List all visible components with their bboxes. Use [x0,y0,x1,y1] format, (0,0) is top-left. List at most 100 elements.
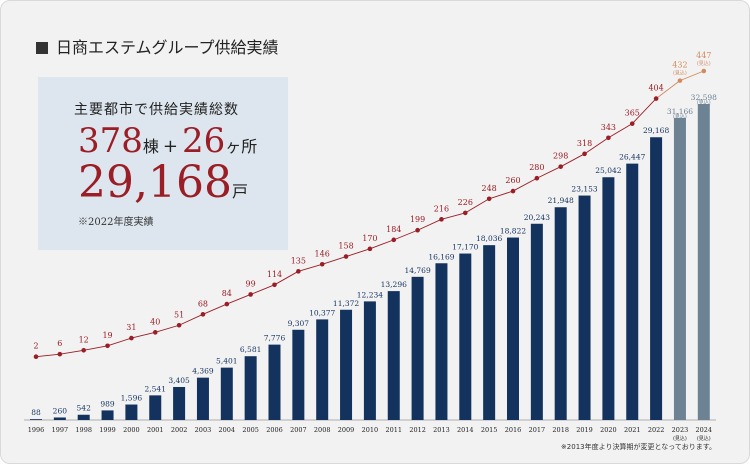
line-value-label: 199 [410,215,425,224]
title-square-icon [36,42,48,54]
bar-value-label: 1,596 [121,394,143,403]
bar-value-label: 31,166 [667,107,693,116]
x-tick-label: 2008 [314,426,331,434]
x-tick-label: 2013 [433,426,450,434]
line-segment [631,98,657,124]
summary-note: ※2022年度実績 [78,217,154,228]
line-segment [536,166,561,179]
line-point [582,151,587,157]
line-segment [345,248,371,257]
line-value-label: 51 [174,310,184,319]
bar [435,263,448,420]
x-tick-label: 1997 [52,426,69,434]
line-point [486,196,492,202]
line-point [81,347,86,353]
line-point [176,322,182,328]
x-tick-label: 2015 [481,426,498,434]
line-value-label: 146 [315,249,330,258]
line-segment [489,190,514,200]
line-point [439,217,444,222]
summary-units-line: 29,168戸 [78,161,248,205]
line-forecast-label: (見込) [673,70,687,77]
line-value-label: 170 [362,234,377,243]
line-point [701,68,707,74]
x-tick-label: 2005 [242,426,259,434]
bar [650,137,663,421]
line-value-label: 447 [696,51,711,60]
line-point [415,227,420,233]
line-segment [59,349,84,355]
bar [530,223,543,420]
x-tick-label: 2014 [457,426,474,434]
line-segment [226,294,251,305]
bar [292,329,305,420]
line-value-label: 68 [198,299,208,308]
line-value-label: 135 [291,256,306,265]
bar-value-label: 12,234 [357,290,383,299]
line-value-label: 184 [386,225,401,234]
line-segment [178,313,204,326]
bar-value-label: 7,776 [264,334,286,343]
line-value-label: 31 [126,323,136,332]
bar [149,395,162,420]
bar-forecast-label: (見込) [697,99,711,106]
x-tick-label: 2000 [123,426,140,434]
bar-value-label: 13,296 [381,280,407,289]
line-segment [465,198,490,214]
line-point [152,330,158,335]
x-tick-label: 2021 [624,426,641,434]
x-tick-label: 2006 [266,426,283,434]
line-segment [250,284,275,295]
bar [697,104,710,420]
x-tick-label: 1998 [75,426,92,434]
bar-value-label: 21,948 [548,196,574,205]
summary-sites: 26 [182,121,226,161]
bar-value-label: 26,447 [619,153,645,162]
bar-value-label: 14,769 [404,266,430,275]
line-point [629,121,635,126]
bar-value-label: 25,042 [595,166,621,175]
bar-value-label: 4,369 [192,367,214,376]
x-tick-label: 2024 [696,426,713,434]
x-tick-label: 2010 [362,426,379,434]
bar [125,404,138,420]
x-tick-label: 2020 [600,426,617,434]
line-segment [298,263,323,272]
line-value-label: 318 [577,139,592,148]
line-segment [560,153,585,168]
bar-value-label: 32,598 [691,93,717,102]
line-segment [441,212,466,220]
line-segment [393,229,418,241]
summary-lead: 主要都市で供給実績総数 [74,102,239,118]
x-tick-label: 2007 [290,426,307,434]
summary-units-unit: 戸 [231,182,248,201]
bar [340,309,353,420]
bar-value-label: 5,401 [216,357,237,366]
bar [411,276,424,420]
bar-value-label: 6,581 [240,345,261,354]
line-point [57,351,63,357]
chart-title-text: 日商エステムグループ供給実績 [56,38,279,57]
line-value-label: 84 [222,289,232,298]
line-segment [274,270,299,286]
line-segment [202,303,227,315]
line-point [272,282,277,288]
line-point [224,301,230,307]
line-point [463,210,468,216]
bar [363,301,376,420]
line-point [248,292,253,297]
bar [507,237,519,420]
x-tick-label: 2009 [338,426,355,434]
bar [53,417,66,420]
bar [30,419,42,420]
bar-value-label: 260 [53,406,68,415]
bar [268,344,281,420]
line-segment [107,337,132,347]
line-point [510,188,516,194]
x-tick-label: 2001 [147,426,164,434]
bar-value-label: 29,168 [643,126,669,135]
line-value-label: 158 [338,242,353,251]
x-tick-label: 1999 [99,426,116,434]
bar [196,377,209,420]
bar [459,253,472,420]
